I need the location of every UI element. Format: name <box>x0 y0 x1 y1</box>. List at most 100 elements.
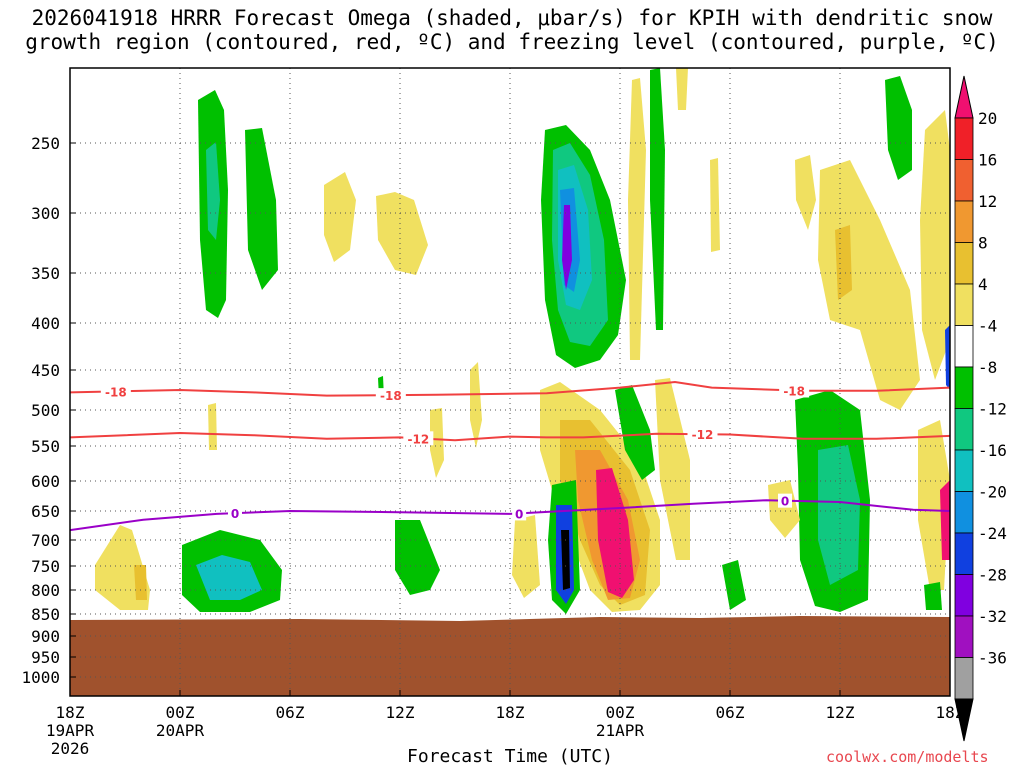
omega-region-ascent-3 <box>245 128 278 290</box>
y-tick-label: 250 <box>31 134 60 153</box>
y-tick-label: 900 <box>31 627 60 646</box>
chart-title: 2026041918 HRRR Forecast Omega (shaded, … <box>0 6 1024 54</box>
omega-region-ascent-11 <box>885 76 912 180</box>
contour-line--18 <box>69 380 951 397</box>
plot-area: -18 -18 -18 -12 -12 0 0 0 <box>69 67 951 697</box>
omega-region-descent-21 <box>134 565 147 600</box>
y-tick-label: 850 <box>31 605 60 624</box>
colorbar-top-arrow <box>954 75 974 119</box>
x-tick-label: 12Z <box>826 703 855 722</box>
omega-region-descent-15 <box>470 362 482 448</box>
y-tick-label: 950 <box>31 648 60 667</box>
y-tick-label: 800 <box>31 581 60 600</box>
omega-region-descent-4 <box>920 110 950 380</box>
omega-region-descent-9 <box>676 68 688 110</box>
omega-region-descent-16 <box>430 408 444 478</box>
omega-region-ascent-15 <box>561 530 570 590</box>
x-tick-label: 18Z <box>496 703 525 722</box>
colorbar-label: -4 <box>978 317 997 336</box>
omega-region-descent-3 <box>818 160 920 410</box>
y-tick-label: 400 <box>31 314 60 333</box>
omega-region-descent-14 <box>655 378 690 560</box>
x-tick-year: 2026 <box>51 739 90 758</box>
x-tick-label: 00Z <box>606 703 635 722</box>
colorbar-label: -36 <box>978 649 1007 668</box>
omega-region-descent-22 <box>512 515 540 598</box>
contour-label: 0 <box>781 495 789 509</box>
contour-lines: -18 -18 -18 -12 -12 0 0 0 <box>69 380 951 532</box>
y-tick-label: 450 <box>31 361 60 380</box>
contour-line-0 <box>69 499 951 532</box>
x-tick-label: 06Z <box>276 703 305 722</box>
y-tick-label: 750 <box>31 557 60 576</box>
contour-label: -12 <box>407 432 429 446</box>
x-tick-label: 06Z <box>716 703 745 722</box>
title-line-2: growth region (contoured, red, ºC) and f… <box>25 30 999 54</box>
omega-region-ascent-20 <box>818 445 860 585</box>
colorbar-label: -32 <box>978 607 1007 626</box>
contour-line--12 <box>69 431 951 442</box>
title-line-1: 2026041918 HRRR Forecast Omega (shaded, … <box>31 6 993 30</box>
contour-label: -18 <box>105 385 127 399</box>
colorbar: 20 16 12 8 4 -4 -8 -12 -16 -20 -24 -28 -32 -36 <box>954 75 1007 742</box>
colorbar-swatch <box>954 491 974 534</box>
omega-region-ascent-9 <box>562 205 572 290</box>
x-tick-label: 12Z <box>386 703 415 722</box>
contour-label-bg <box>512 506 527 521</box>
colorbar-bottom-arrow <box>954 698 974 742</box>
colorbar-swatch <box>954 408 974 451</box>
omega-region-descent-5 <box>835 225 852 300</box>
y-axis: 250 300 350 400 450 500 550 600 650 700 750 800 850 9… <box>21 134 76 687</box>
colorbar-swatch <box>954 449 974 492</box>
colorbar-swatch <box>954 532 974 575</box>
omega-region-ascent-2 <box>206 142 220 240</box>
colorbar-label: -20 <box>978 483 1007 502</box>
colorbar-swatch <box>954 657 974 700</box>
x-tick-label: 00Z <box>166 703 195 722</box>
grid-lines <box>70 68 950 696</box>
contour-label-bg <box>779 383 810 398</box>
contour-label: -18 <box>783 384 805 398</box>
colorbar-swatch <box>954 574 974 617</box>
x-tick-date: 19APR <box>46 721 95 740</box>
y-tick-label: 1000 <box>21 668 60 687</box>
colorbar-label: -24 <box>978 524 1007 543</box>
colorbar-label: 4 <box>978 275 988 294</box>
omega-region-descent-8 <box>628 78 646 360</box>
omega-region-ascent-23 <box>945 325 950 390</box>
colorbar-swatch <box>954 117 974 160</box>
contour-label: 0 <box>515 507 523 521</box>
omega-region-descent-6 <box>795 155 816 230</box>
omega-region-descent-1 <box>324 172 356 262</box>
y-tick-label: 600 <box>31 472 60 491</box>
x-axis-title: Forecast Time (UTC) <box>407 746 613 767</box>
colorbar-label: -28 <box>978 566 1007 585</box>
omega-region-descent-17 <box>208 403 217 450</box>
omega-region-descent-7 <box>710 158 720 252</box>
colorbar-label: 20 <box>978 109 997 128</box>
colorbar-label: 12 <box>978 192 997 211</box>
colorbar-label: -12 <box>978 400 1007 419</box>
contour-label-bg <box>375 388 406 403</box>
contour-label: -12 <box>692 428 714 442</box>
colorbar-swatch <box>954 325 974 368</box>
omega-region-ascent-12 <box>615 385 655 480</box>
colorbar-swatch <box>954 366 974 409</box>
colorbar-label: 16 <box>978 151 997 170</box>
colorbar-swatch <box>954 615 974 658</box>
x-tick-date: 20APR <box>156 721 205 740</box>
omega-region-ascent-22 <box>924 582 942 610</box>
x-tick-label: 18Z <box>56 703 85 722</box>
colorbar-label: 8 <box>978 234 988 253</box>
y-tick-label: 500 <box>31 401 60 420</box>
credit-link[interactable]: coolwx.com/modelts <box>826 748 989 766</box>
colorbar-label: -8 <box>978 358 997 377</box>
colorbar-swatch <box>954 283 974 326</box>
x-tick-date: 21APR <box>596 721 645 740</box>
colorbar-label: -16 <box>978 441 1007 460</box>
contour-label-bg <box>100 384 131 399</box>
y-tick-label: 350 <box>31 264 60 283</box>
omega-region-ascent-10 <box>650 68 665 330</box>
